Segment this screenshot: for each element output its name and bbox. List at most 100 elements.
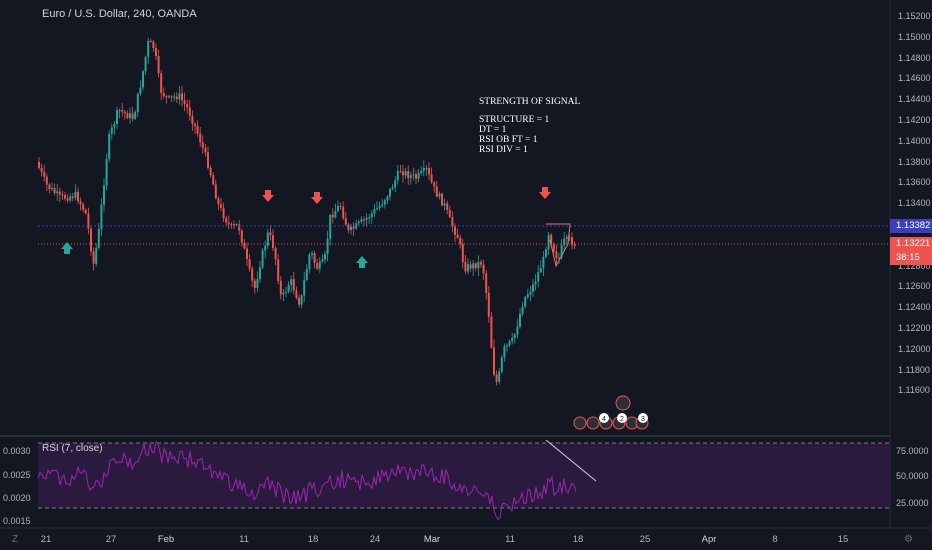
candle-body bbox=[82, 204, 85, 210]
candle-body bbox=[116, 110, 118, 124]
event-count-badge bbox=[617, 413, 627, 423]
candle-body bbox=[407, 171, 410, 179]
candle-body bbox=[105, 159, 108, 186]
candle-body bbox=[43, 171, 46, 177]
candle-body bbox=[552, 244, 555, 252]
candle-body bbox=[311, 253, 313, 255]
candle-body bbox=[404, 171, 407, 176]
timezone-icon[interactable]: Z bbox=[12, 534, 19, 545]
gear-icon[interactable]: ⚙ bbox=[904, 534, 913, 545]
candle-body bbox=[435, 186, 438, 197]
candle-body bbox=[256, 279, 259, 289]
rsi-right-tick: 50.0000 bbox=[896, 471, 929, 481]
candle-body bbox=[53, 188, 56, 194]
event-count: 4 bbox=[602, 416, 606, 423]
event-badge-icon bbox=[573, 416, 587, 430]
candle-body bbox=[188, 107, 191, 116]
candle-body bbox=[248, 258, 251, 269]
candle-body bbox=[305, 268, 308, 281]
candle-body bbox=[542, 256, 545, 269]
candle-body bbox=[516, 326, 519, 335]
candle-body bbox=[503, 346, 506, 358]
level-price-label: 1.13382 bbox=[890, 219, 932, 233]
signal-line: STRUCTURE = 1 bbox=[479, 115, 550, 125]
time-tick: 11 bbox=[505, 534, 515, 545]
candle-body bbox=[243, 242, 246, 249]
candle-body bbox=[266, 232, 269, 246]
candle-body bbox=[500, 357, 503, 372]
time-tick: 18 bbox=[307, 534, 319, 545]
signal-line: DT = 1 bbox=[479, 125, 507, 135]
candle-body bbox=[550, 234, 553, 245]
candle-body bbox=[129, 113, 131, 118]
candle-body bbox=[534, 281, 537, 285]
candles bbox=[38, 37, 576, 386]
chart-title: Euro / U.S. Dollar, 240, OANDA bbox=[42, 8, 197, 20]
sell-arrow-icon bbox=[262, 190, 274, 202]
flag-event-icon bbox=[615, 395, 631, 411]
event-count-badge bbox=[638, 413, 648, 423]
candle-body bbox=[165, 95, 168, 97]
candle-body bbox=[573, 244, 576, 247]
candle-body bbox=[331, 214, 334, 218]
candle-body bbox=[298, 297, 300, 305]
candle-body bbox=[64, 195, 66, 199]
candle-body bbox=[402, 171, 404, 176]
candle-body bbox=[498, 371, 501, 382]
event-badge-icon bbox=[586, 416, 600, 430]
candle-body bbox=[321, 259, 324, 262]
candle-body bbox=[373, 209, 376, 214]
candle-body bbox=[290, 279, 293, 285]
sell-arrow-icon bbox=[311, 192, 323, 204]
candle-body bbox=[545, 249, 547, 257]
candle-body bbox=[352, 226, 355, 229]
signal-line: RSI OB FT = 1 bbox=[479, 135, 538, 145]
candle-body bbox=[100, 204, 103, 230]
candle-body bbox=[90, 228, 92, 252]
candle-body bbox=[563, 238, 566, 246]
time-tick: Mar bbox=[423, 534, 441, 545]
drawings: 4 2 3 bbox=[38, 187, 890, 430]
candle-body bbox=[360, 219, 363, 222]
candle-body bbox=[51, 188, 53, 190]
candle-body bbox=[295, 290, 298, 298]
time-tick: 8 bbox=[772, 534, 778, 545]
candle-body bbox=[77, 191, 79, 202]
candle-body bbox=[40, 167, 43, 172]
candle-body bbox=[292, 279, 295, 291]
candle-body bbox=[79, 201, 82, 205]
candle-body bbox=[269, 232, 272, 236]
candle-body bbox=[251, 268, 254, 281]
rsi-title: RSI (7, close) bbox=[42, 443, 103, 454]
price-tick: 1.14000 bbox=[898, 135, 931, 146]
price-tick: 1.12600 bbox=[898, 281, 931, 292]
price-tick: 1.13400 bbox=[898, 198, 931, 209]
last-price-label: 1.13221 bbox=[890, 237, 932, 251]
candle-body bbox=[370, 213, 373, 218]
candle-body bbox=[363, 219, 365, 221]
candle-body bbox=[428, 167, 430, 175]
candle-body bbox=[308, 254, 311, 269]
time-tick: Apr bbox=[701, 534, 717, 545]
candle-body bbox=[350, 226, 352, 230]
rsi-right-tick: 75.0000 bbox=[896, 446, 929, 456]
candle-body bbox=[277, 259, 280, 281]
price-tick: 1.14400 bbox=[898, 94, 931, 105]
candle-body bbox=[144, 57, 147, 72]
candle-body bbox=[227, 222, 230, 225]
sell-arrow-icon bbox=[539, 187, 551, 199]
candle-body bbox=[472, 263, 475, 269]
price-tick: 1.11600 bbox=[898, 385, 930, 396]
candle-body bbox=[474, 263, 477, 269]
price-tick: 1.13800 bbox=[898, 156, 931, 167]
candle-body bbox=[396, 171, 399, 181]
candle-body bbox=[300, 295, 303, 305]
candle-body bbox=[225, 218, 228, 223]
candle-body bbox=[74, 191, 77, 198]
candle-body bbox=[118, 110, 121, 112]
candle-body bbox=[381, 204, 384, 206]
candle-body bbox=[173, 96, 176, 98]
time-tick: 21 bbox=[40, 534, 52, 545]
time-tick: Feb bbox=[157, 534, 175, 545]
